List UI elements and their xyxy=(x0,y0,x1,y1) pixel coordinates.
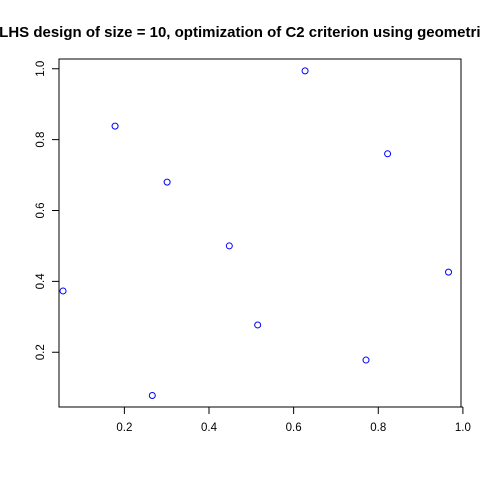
y-tick-label: 0.4 xyxy=(35,273,47,290)
plot-frame xyxy=(58,58,462,408)
x-tick-label: 1.0 xyxy=(455,422,471,434)
data-point xyxy=(384,150,392,158)
y-tick-label: 0.2 xyxy=(35,344,47,360)
y-axis: 0.2 0.4 0.6 0.8 1.0 xyxy=(35,61,60,360)
data-point xyxy=(163,178,171,186)
data-point xyxy=(254,321,262,329)
data-point xyxy=(301,67,309,75)
x-tick-label: 0.4 xyxy=(201,422,218,434)
y-tick-label: 1.0 xyxy=(35,61,47,77)
y-tick-label: 0.6 xyxy=(35,202,47,218)
data-point xyxy=(111,122,119,130)
chart-title: LHS design of size = 10, optimization of… xyxy=(0,24,480,41)
data-point xyxy=(225,242,233,250)
data-point xyxy=(362,356,370,364)
x-tick-label: 0.8 xyxy=(370,422,386,434)
x-tick-label: 0.6 xyxy=(286,422,302,434)
x-axis: 0.2 0.4 0.6 0.8 1.0 xyxy=(116,406,471,434)
y-tick-label: 0.8 xyxy=(35,132,47,148)
data-points xyxy=(59,67,453,399)
data-point xyxy=(148,391,156,399)
x-tick-label: 0.2 xyxy=(116,422,132,434)
data-point xyxy=(445,268,453,276)
data-point xyxy=(59,287,67,295)
